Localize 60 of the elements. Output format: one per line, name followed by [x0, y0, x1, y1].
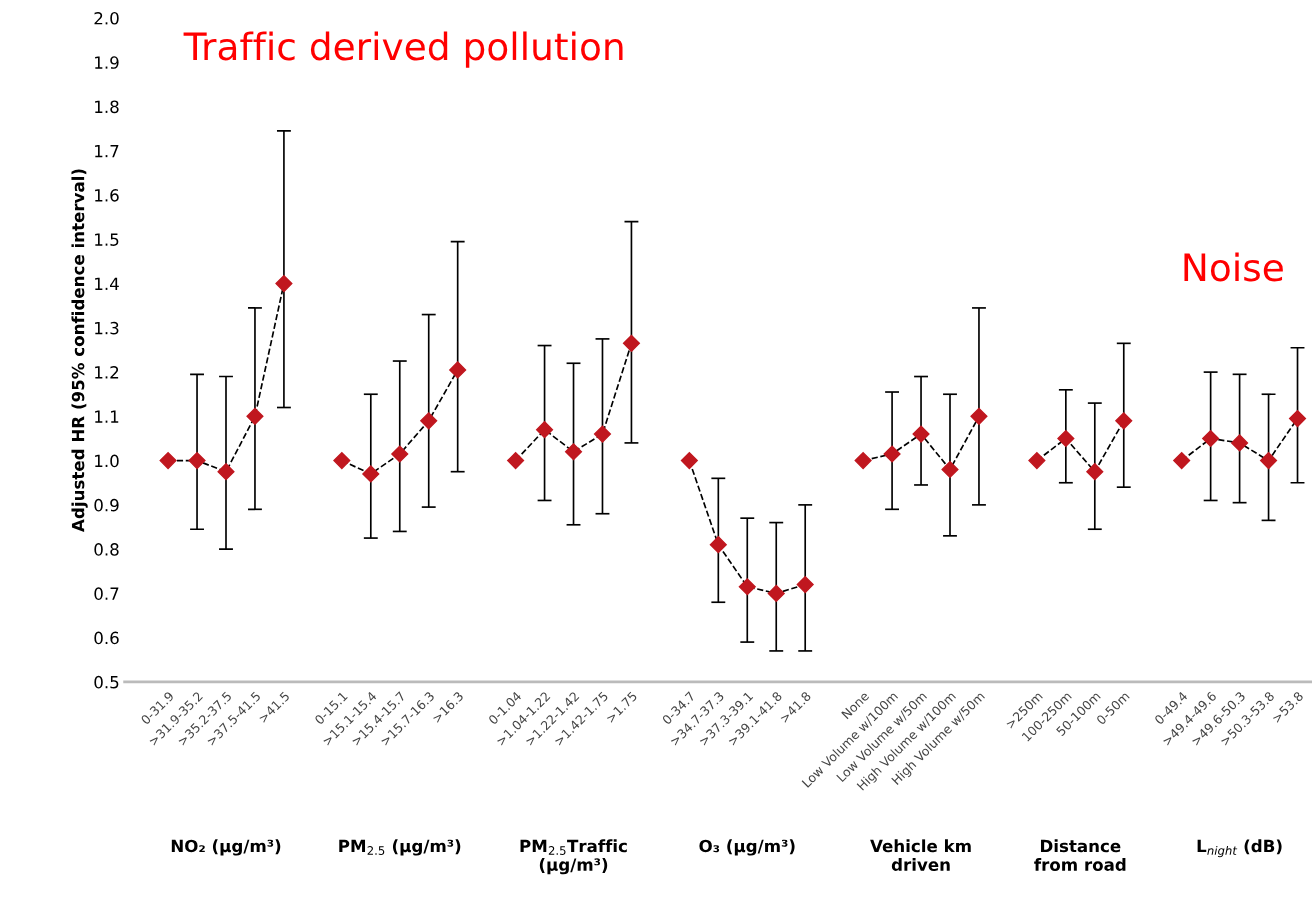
y-tick-label: 0.6 — [94, 631, 119, 645]
y-tick-label: 1.5 — [95, 233, 119, 246]
text: Distance from road — [1034, 839, 1126, 871]
point — [564, 443, 583, 461]
point — [275, 275, 293, 293]
point — [362, 465, 380, 483]
point — [593, 425, 612, 443]
point — [883, 445, 901, 463]
y-tick-label: 0.8 — [94, 543, 119, 556]
annotation: Noise — [1184, 252, 1283, 282]
y-tick-label: 0.5 — [94, 675, 119, 689]
point — [1173, 452, 1191, 470]
text: PM$_{2.5}$Traffic (μg/m³) — [520, 839, 627, 875]
y-tick-label: 1.2 — [95, 366, 119, 379]
point — [188, 452, 206, 470]
point — [854, 452, 872, 470]
y-tick-label: 1.6 — [95, 189, 119, 202]
point — [796, 575, 814, 594]
point — [449, 361, 467, 379]
point — [1288, 410, 1307, 428]
y-tick-label: 1.8 — [95, 100, 119, 114]
point — [1260, 452, 1278, 470]
point — [507, 452, 525, 470]
y-tick-label: 1.1 — [95, 410, 119, 423]
point — [709, 536, 727, 554]
text: PM$_{2.5}$ (μg/m³) — [339, 839, 461, 856]
text: L$_{night}$ (dB) — [1197, 839, 1282, 858]
point — [333, 452, 351, 470]
y-tick-label: 1.3 — [95, 321, 119, 335]
y-axis-title: Adjusted HR (95% confidence interval) — [71, 169, 88, 532]
y-tick-label: 0.9 — [94, 498, 119, 512]
y-tick-label: 1.7 — [95, 145, 119, 158]
point — [536, 421, 554, 439]
y-tick-label: 1.9 — [95, 56, 119, 69]
point — [1231, 434, 1249, 452]
point — [1086, 463, 1104, 481]
y-tick-label: 0.7 — [94, 587, 119, 600]
y-tick-label: 1.4 — [95, 277, 119, 290]
point — [912, 425, 930, 443]
point — [1057, 429, 1075, 448]
text: NO₂ (μg/m³) — [171, 839, 281, 856]
point — [391, 445, 409, 463]
point — [159, 452, 177, 470]
point — [941, 460, 959, 479]
y-tick-label: 1.0 — [95, 454, 119, 468]
text: Vehicle km driven — [870, 839, 971, 871]
point — [767, 584, 785, 602]
point — [246, 407, 264, 425]
point — [1202, 429, 1220, 448]
y-tick-label: 2.0 — [94, 12, 119, 25]
point — [1115, 412, 1133, 430]
point — [970, 407, 988, 425]
point — [420, 412, 438, 430]
point — [738, 578, 756, 596]
point — [622, 334, 640, 352]
text: O₃ (μg/m³) — [699, 839, 795, 856]
point — [217, 463, 235, 481]
annotation: Traffic derived pollution — [183, 31, 623, 68]
point — [1028, 452, 1046, 470]
point — [680, 452, 698, 470]
